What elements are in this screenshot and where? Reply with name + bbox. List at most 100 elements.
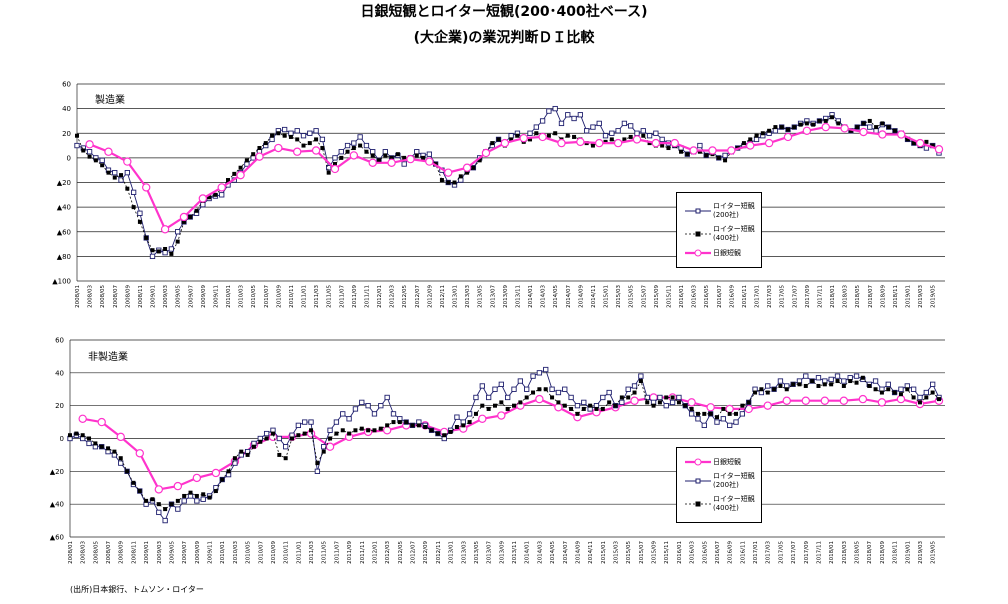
marker xyxy=(817,118,822,123)
x-tick-label: 2012/01 xyxy=(377,285,383,308)
marker xyxy=(274,143,283,153)
source-note: (出所)日本銀行、トムソン・ロイター xyxy=(70,584,204,594)
x-tick-label: 2017/11 xyxy=(816,541,822,564)
marker xyxy=(600,394,606,401)
x-tick-label: 2011/09 xyxy=(347,541,353,564)
marker xyxy=(156,249,161,254)
x-tick-label: 2019/01 xyxy=(905,541,911,564)
marker xyxy=(543,387,548,392)
marker xyxy=(106,170,111,175)
marker xyxy=(534,131,539,136)
series xyxy=(68,375,941,512)
x-tick-label: 2018/01 xyxy=(830,285,836,308)
marker xyxy=(175,239,180,244)
marker xyxy=(708,411,713,416)
legend-marker xyxy=(694,458,702,466)
marker xyxy=(861,121,866,126)
marker xyxy=(188,214,193,219)
marker xyxy=(97,417,106,427)
x-tick-label: 2010/05 xyxy=(246,541,252,564)
x-tick-label: 2009/09 xyxy=(195,541,201,564)
marker xyxy=(562,403,567,408)
marker xyxy=(552,105,558,112)
x-tick-label: 2011/11 xyxy=(360,541,366,564)
x-tick-label: 2017/05 xyxy=(780,285,786,308)
marker xyxy=(519,133,528,143)
marker xyxy=(200,496,206,502)
x-tick-label: 2013/11 xyxy=(515,285,521,308)
marker xyxy=(748,137,753,142)
series xyxy=(67,366,942,524)
marker xyxy=(834,373,841,379)
marker xyxy=(326,165,332,171)
marker xyxy=(125,186,130,191)
marker xyxy=(175,229,181,235)
marker xyxy=(370,153,375,158)
marker xyxy=(533,124,539,130)
marker xyxy=(416,423,421,428)
x-tick-label: 2015/05 xyxy=(629,285,635,308)
marker xyxy=(345,149,350,154)
y-tick-label: ▲60 xyxy=(50,534,64,542)
x-tick-label: 2010/01 xyxy=(226,285,232,308)
x-tick-label: 2017/07 xyxy=(791,541,797,564)
marker xyxy=(162,517,168,524)
x-tick-label: 2009/09 xyxy=(201,285,207,308)
marker xyxy=(226,178,231,183)
marker xyxy=(811,122,816,127)
legend-label: 日銀短観 xyxy=(713,248,741,257)
x-tick-label: 2014/09 xyxy=(578,285,584,308)
marker xyxy=(363,142,370,149)
x-tick-label: 2009/11 xyxy=(213,285,219,308)
x-tick-label: 2015/09 xyxy=(654,285,660,308)
marker xyxy=(772,387,777,392)
marker xyxy=(628,134,633,139)
marker xyxy=(810,379,815,384)
y-tick-label: 20 xyxy=(62,130,71,138)
marker xyxy=(477,158,482,163)
x-tick-label: 2014/03 xyxy=(537,541,543,564)
legend-item: ロイター短観(200社) xyxy=(683,472,755,490)
marker xyxy=(294,128,300,134)
marker xyxy=(867,124,873,130)
y-tick-label: ▲100 xyxy=(52,278,71,286)
marker xyxy=(372,428,377,433)
x-tick-label: 2012/07 xyxy=(411,541,417,564)
marker xyxy=(640,128,646,134)
marker xyxy=(250,155,256,161)
marker xyxy=(689,406,694,411)
marker xyxy=(130,189,137,195)
marker xyxy=(772,128,779,134)
marker xyxy=(727,146,736,155)
marker xyxy=(471,165,476,170)
x-tick-label: 2012/05 xyxy=(402,285,408,308)
marker xyxy=(746,141,755,150)
marker xyxy=(444,168,453,177)
y-tick-label: 0 xyxy=(60,435,64,443)
marker xyxy=(602,133,609,139)
x-tick-label: 2008/11 xyxy=(138,285,144,308)
x-tick-label: 2009/11 xyxy=(208,541,214,564)
marker xyxy=(670,138,679,148)
marker xyxy=(590,143,595,148)
marker xyxy=(836,121,841,126)
marker xyxy=(339,155,344,160)
x-tick-label: 2013/11 xyxy=(512,541,518,564)
marker xyxy=(606,389,612,396)
x-tick-label: 2011/03 xyxy=(309,541,315,564)
x-tick-label: 2008/05 xyxy=(100,285,106,308)
marker xyxy=(930,143,935,148)
marker xyxy=(590,124,596,130)
marker xyxy=(426,151,433,157)
marker xyxy=(288,130,294,136)
marker xyxy=(784,387,789,392)
marker xyxy=(99,444,104,449)
marker xyxy=(791,382,796,387)
marker xyxy=(461,423,466,428)
marker xyxy=(86,149,93,155)
marker xyxy=(313,128,319,134)
marker xyxy=(879,390,884,395)
marker xyxy=(531,390,536,395)
x-tick-label: 2009/07 xyxy=(188,285,194,308)
